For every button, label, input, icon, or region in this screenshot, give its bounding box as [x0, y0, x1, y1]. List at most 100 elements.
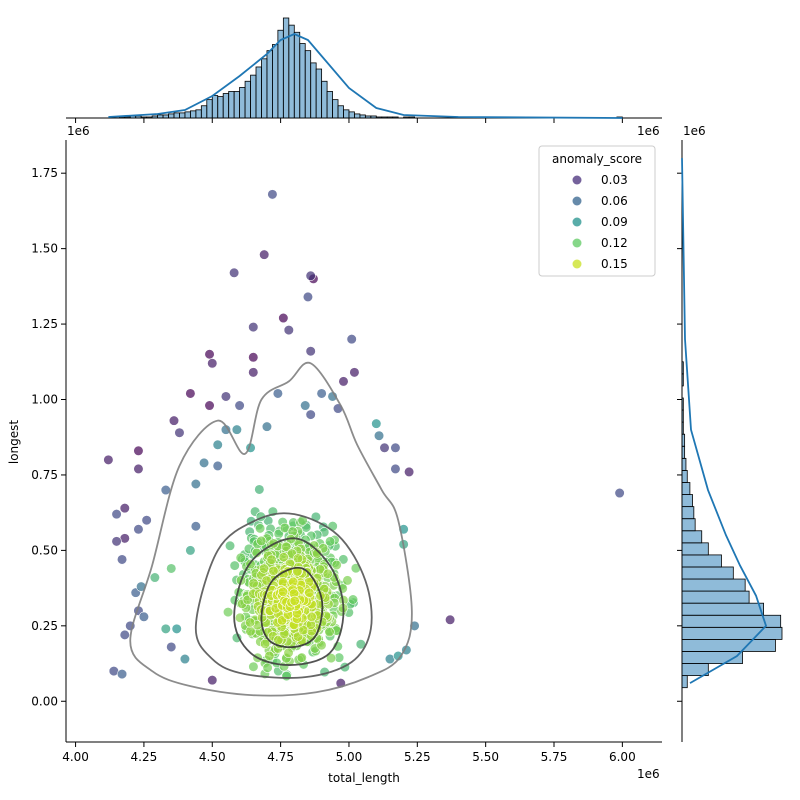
scatter-point	[119, 503, 130, 514]
x-histogram-bar	[250, 74, 257, 119]
scatter-point	[346, 334, 357, 345]
scatter-point	[168, 415, 180, 426]
x-kde-curve	[108, 33, 623, 119]
y-histogram-bar	[681, 445, 686, 459]
scatter-point	[338, 376, 349, 387]
legend: anomaly_score 0.03 0.06 0.09 0.12 0.15	[538, 145, 656, 277]
scatter-point	[133, 524, 144, 535]
x-histogram-bar	[337, 105, 344, 119]
scatter-point	[190, 478, 201, 490]
scatter-point	[138, 611, 150, 622]
scatter-point	[272, 388, 283, 399]
scatter-point	[116, 554, 128, 565]
x-histogram-bar	[304, 50, 312, 119]
scatter-point	[302, 291, 314, 303]
x-histogram-bar	[293, 31, 301, 119]
scatter-point	[111, 509, 122, 520]
x-histogram-bar	[135, 115, 142, 119]
x-histogram-bar	[179, 112, 186, 119]
x-histogram-bar	[124, 116, 131, 119]
x-histogram-bar	[381, 116, 388, 119]
x-histogram-bar	[310, 62, 317, 119]
scatter-point	[235, 552, 246, 563]
y-histogram-bar	[681, 409, 684, 423]
scatter-point	[316, 388, 327, 399]
scatter-point	[204, 400, 215, 411]
legend-entry-label: 0.09	[601, 215, 628, 229]
x-tick-label: 4.25	[131, 750, 158, 764]
scatter-point	[171, 623, 182, 634]
scatter-point	[379, 442, 390, 453]
x-histogram-bar	[184, 111, 191, 119]
legend-marker	[572, 196, 582, 206]
y-axis-label: longest	[7, 420, 21, 465]
x-histogram-bar	[332, 99, 339, 119]
scatter-point	[160, 623, 171, 634]
scatter-point	[390, 442, 401, 453]
legend-title: anomaly_score	[552, 152, 642, 166]
scatter-point	[133, 445, 144, 456]
scatter-point	[256, 535, 267, 546]
scatter-point	[248, 367, 259, 378]
scatter-point	[324, 626, 335, 638]
x-histogram-bar	[370, 115, 377, 119]
x-histogram-bar	[266, 50, 273, 119]
x-histogram-bar	[288, 24, 295, 119]
scatter-point	[220, 391, 232, 402]
x-histogram-bar	[354, 113, 361, 119]
x-tick-label: 5.50	[472, 750, 499, 764]
scatter-point	[305, 270, 316, 281]
scatter-point	[254, 484, 265, 495]
scatter-point	[207, 675, 218, 686]
y-histogram-bar	[681, 506, 695, 520]
x-histogram-bar	[222, 93, 230, 119]
scatter-point	[342, 575, 353, 586]
legend-entry-label: 0.15	[601, 257, 628, 271]
y-tick-label: 0.00	[31, 694, 58, 708]
scatter-point	[222, 607, 234, 618]
scatter-point	[326, 653, 337, 664]
x-marginal-panel	[66, 17, 662, 123]
scatter-point	[371, 418, 382, 429]
scatter-point	[166, 563, 177, 574]
scatter-point	[248, 578, 259, 589]
scatter-point	[305, 346, 316, 357]
scatter-point	[111, 536, 122, 547]
scatter-point	[281, 541, 292, 552]
y-offset-label: 1e6	[67, 124, 90, 138]
y-histogram-bar	[681, 494, 693, 508]
scatter-point	[281, 671, 292, 682]
x-histogram-bar	[343, 109, 350, 119]
scatter-point	[133, 463, 144, 475]
scatter-point	[166, 641, 177, 653]
x-tick-label: 4.00	[62, 750, 89, 764]
legend-marker	[572, 259, 582, 269]
scatter-point	[255, 523, 266, 534]
scatter-point	[347, 594, 359, 605]
x-histogram-bar	[151, 115, 158, 119]
kde-contour-line	[194, 512, 373, 679]
scatter-point	[278, 552, 289, 563]
legend-marker	[572, 238, 582, 248]
x-histogram-bar	[206, 99, 213, 119]
scatter-point	[277, 586, 289, 597]
legend-entry-label: 0.06	[601, 194, 628, 208]
y-histogram-bar	[681, 457, 687, 471]
y-histogram-bar	[681, 663, 709, 677]
x-histogram-bar	[408, 116, 415, 119]
scatter-point	[116, 669, 128, 680]
scatter-point	[259, 249, 270, 260]
x-histogram-bar	[233, 91, 241, 119]
scatter-point	[224, 540, 236, 551]
y-tick-label: 0.50	[31, 543, 58, 557]
scatter-point	[198, 457, 210, 468]
scatter-point	[212, 439, 223, 450]
scatter-point	[248, 321, 259, 333]
x-histogram-bar	[173, 112, 180, 119]
x-histogram-bar	[277, 29, 284, 119]
y-histogram-bar	[681, 482, 691, 495]
y-tick-label: 1.75	[31, 166, 58, 180]
scatter-point	[185, 388, 196, 399]
y-histogram-bar	[681, 602, 764, 616]
scatter-point	[174, 427, 185, 438]
